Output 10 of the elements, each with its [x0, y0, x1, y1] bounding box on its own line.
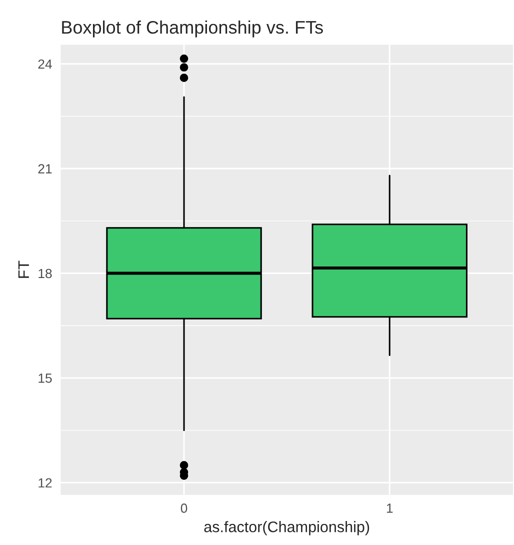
y-axis-title: FT — [18, 260, 29, 278]
y-tick-label: 24 — [38, 59, 52, 69]
y-tick-label: 21 — [38, 164, 52, 174]
chart-title: Boxplot of Championship vs. FTs — [62, 20, 323, 38]
x-tick-label: 1 — [386, 504, 393, 513]
y-tick-label: 18 — [38, 268, 52, 278]
x-tick-label: 0 — [180, 504, 188, 513]
y-tick-label: 12 — [38, 478, 52, 488]
y-tick-label: 15 — [38, 374, 52, 383]
x-axis-title: as.factor(Championship) — [204, 521, 370, 536]
